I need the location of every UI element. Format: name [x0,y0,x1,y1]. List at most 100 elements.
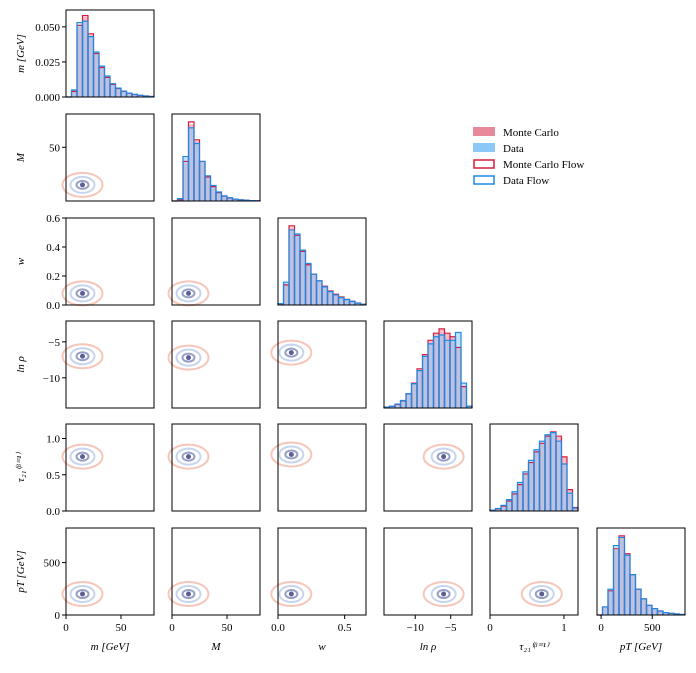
hist-bar [205,176,211,201]
contour-peak [80,454,85,459]
contour-peak [80,592,85,597]
hist-bar [641,599,647,615]
x-tick-label: 50 [116,622,128,634]
hist-bar [567,493,573,511]
x-tick-label: 0 [487,622,493,634]
contour-peak [80,354,85,359]
hist-bar [652,609,658,615]
y-tick-label: 0.0 [46,506,60,518]
hist-bar [423,356,429,408]
hist-bar [189,129,195,201]
hist-bar [116,88,122,97]
y-tick-label: 500 [44,558,61,570]
hist-bar [428,344,434,408]
legend-label: Data [503,143,524,155]
hist-bar [456,333,462,408]
x-tick-label: 0 [169,622,175,634]
panel-frame [172,218,260,305]
hist-bar [518,482,524,511]
hist-bar [412,384,418,408]
contour-peak [186,291,191,296]
y-tick-label: 0 [55,610,61,622]
hist-bar [534,450,540,511]
hist-bar [603,607,609,615]
hist-bar [200,161,206,201]
hist-bar [328,292,334,305]
hist-bar [110,84,116,97]
contour-peak [289,592,294,597]
contour-peak [80,291,85,296]
legend-swatch [474,176,494,184]
x-axis-label: τ₂₁⁽ᵝ⁼¹⁾ [519,641,550,653]
hist-bar [300,250,306,305]
hist-bar [194,143,200,201]
hist-bar [211,185,217,201]
hist-bar [551,433,557,511]
x-tick-label: 500 [644,622,661,634]
legend-swatch [473,143,495,152]
panel-frame [278,424,366,511]
x-axis-label: ln ρ [420,641,437,653]
hist-bar [94,52,100,97]
hist-bar [445,340,451,408]
contour-peak [186,592,191,597]
panel-frame [490,528,578,615]
y-axis-label: pT [GeV] [15,550,27,593]
y-axis-label: m [GeV] [15,34,27,73]
y-axis-label: τ₂₁⁽ᵝ⁼¹⁾ [15,452,27,483]
hist-bar [289,231,295,305]
hist-bar [636,589,642,615]
y-tick-label: 0.025 [35,57,60,69]
hist-bar [344,300,350,305]
hist-bar [88,37,94,97]
hist-bar [295,234,301,305]
hist-bar [619,539,625,615]
hist-bar [401,401,407,408]
hist-bar [562,464,568,511]
hist-bar [439,335,445,408]
panel-frame [66,218,154,305]
x-tick-label: 1 [561,622,567,634]
y-tick-label: 0.050 [35,22,60,34]
contour-peak [289,452,294,457]
y-tick-label: −10 [43,373,61,385]
hist-bar [99,66,105,97]
hist-bar [545,435,551,511]
contour-peak [186,454,191,459]
x-axis-label: w [318,641,326,653]
hist-bar [450,340,456,408]
hist-bar [322,287,328,305]
hist-bar [625,555,631,615]
x-tick-label: −10 [407,622,425,634]
panel-frame [384,424,472,511]
hist-bar [333,295,339,305]
hist-bar [512,492,518,511]
x-axis-label: pT [GeV] [619,641,662,653]
x-tick-label: 0.0 [271,622,285,634]
y-tick-label: 0.6 [46,213,60,225]
hist-bar [417,371,423,408]
y-axis-label: M [15,152,27,163]
y-tick-label: 0.4 [46,242,60,254]
y-tick-label: 50 [49,142,61,154]
y-tick-label: 0.000 [35,92,60,104]
x-tick-label: 50 [222,622,234,634]
hist-bar [614,547,620,615]
hist-bar [406,394,412,408]
hist-bar [556,441,562,511]
y-tick-label: −5 [48,337,60,349]
hist-bar [121,91,127,97]
hist-bar [630,575,636,615]
hist-bar [434,337,440,408]
y-tick-label: 0.5 [46,470,60,482]
contour-peak [289,350,294,355]
contour-peak [539,592,544,597]
hist-bar [339,298,345,305]
hist-bar [306,263,312,305]
y-axis-label: ln ρ [15,356,27,373]
hist-bar [317,281,323,305]
hist-bar [216,192,222,201]
y-axis-label: w [15,257,27,265]
contour-peak [80,182,85,187]
